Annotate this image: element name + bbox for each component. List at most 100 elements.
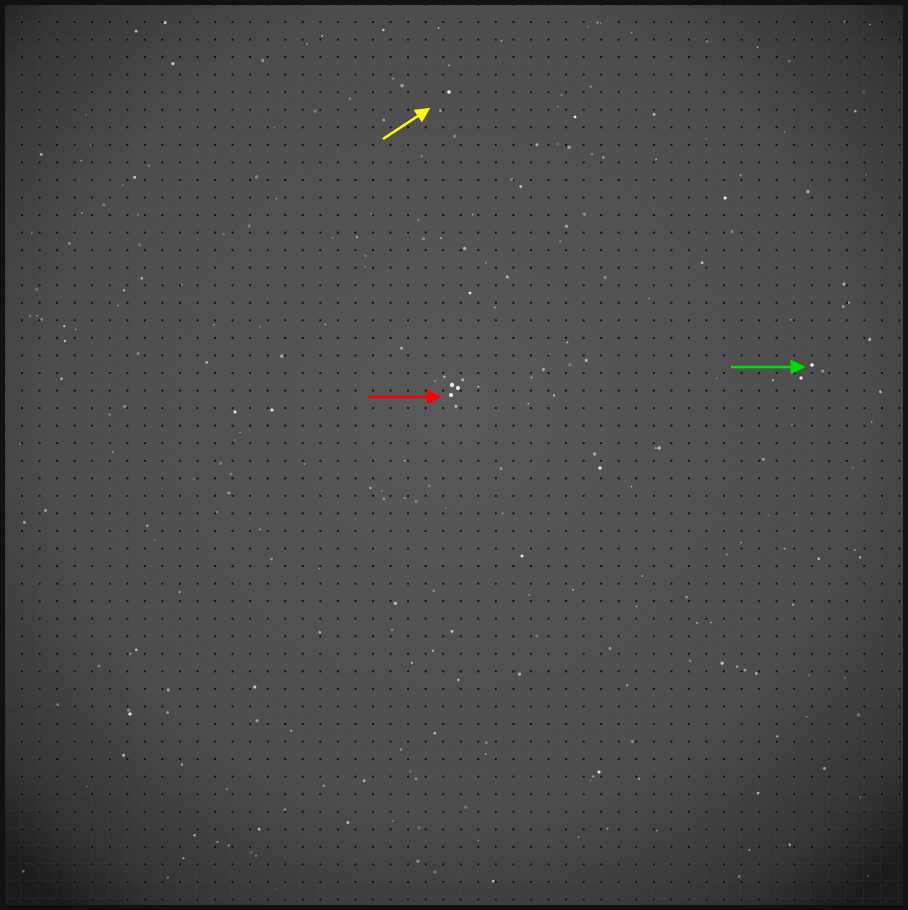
spot: [685, 596, 688, 599]
spot: [854, 549, 856, 551]
micrograph: [0, 0, 908, 910]
spot: [314, 110, 317, 113]
spot: [213, 324, 215, 326]
spot: [275, 888, 277, 890]
spot: [445, 507, 447, 509]
spot: [631, 32, 633, 34]
spot: [432, 650, 434, 652]
spot: [536, 635, 539, 638]
spot: [383, 497, 386, 500]
spot: [549, 353, 551, 355]
spot: [440, 237, 442, 239]
spot: [744, 669, 747, 672]
spot: [433, 870, 436, 873]
spot: [35, 288, 38, 291]
spot: [181, 763, 184, 766]
spot: [568, 363, 571, 366]
spot: [477, 386, 479, 388]
spot: [273, 127, 275, 129]
spot: [60, 377, 63, 380]
spot: [229, 473, 232, 476]
spot: [696, 622, 698, 624]
spot: [863, 91, 866, 94]
spot: [284, 808, 287, 811]
spot: [166, 711, 169, 714]
spot: [36, 315, 38, 317]
spot: [400, 347, 403, 350]
spot: [461, 378, 464, 381]
spot: [472, 214, 474, 216]
spot: [381, 490, 383, 492]
spot: [228, 844, 230, 846]
spot: [857, 713, 860, 716]
spot: [290, 729, 292, 731]
spot: [128, 712, 131, 715]
spot: [433, 732, 436, 735]
spot: [502, 512, 504, 514]
spot: [129, 652, 132, 655]
spot: [598, 466, 601, 469]
spot: [108, 413, 111, 416]
spot: [40, 318, 43, 321]
spot: [521, 555, 524, 558]
spot: [276, 198, 278, 200]
spot: [485, 753, 487, 755]
spot: [868, 338, 871, 341]
spot: [557, 143, 559, 145]
spot: [710, 622, 712, 624]
spot: [631, 740, 634, 743]
spot: [44, 509, 47, 512]
spot: [391, 628, 394, 631]
spot: [370, 213, 372, 215]
spot: [127, 708, 130, 711]
spot: [428, 485, 431, 488]
spot: [434, 380, 436, 382]
spot: [519, 185, 522, 188]
spot: [304, 463, 306, 465]
spot: [755, 672, 758, 675]
spot: [844, 21, 846, 23]
spot: [226, 788, 228, 790]
spot: [567, 146, 570, 149]
spot: [531, 376, 533, 378]
spot: [68, 242, 71, 245]
spot: [701, 261, 704, 264]
spot: [416, 860, 419, 863]
spot: [324, 324, 326, 326]
spot: [806, 716, 808, 718]
spot: [795, 514, 797, 516]
dot-grid: [5, 5, 903, 905]
spot: [641, 575, 643, 577]
spot: [859, 556, 861, 558]
spot: [146, 524, 149, 527]
spot: [80, 160, 82, 162]
spot: [726, 553, 729, 556]
spot: [306, 43, 308, 45]
spot: [863, 268, 865, 270]
spot: [463, 247, 466, 250]
spot: [363, 779, 366, 782]
spot: [418, 826, 421, 829]
spot: [808, 674, 810, 676]
spot: [848, 302, 850, 304]
spot: [485, 262, 487, 264]
spot: [757, 792, 760, 795]
spot: [823, 767, 826, 770]
spot: [414, 500, 417, 503]
spot: [222, 233, 224, 235]
spot: [448, 64, 450, 66]
spot: [166, 52, 168, 54]
spot: [721, 662, 724, 665]
spot: [332, 237, 334, 239]
spot: [346, 821, 349, 824]
spot: [821, 370, 824, 373]
spot: [98, 665, 101, 668]
spot: [865, 174, 867, 176]
spot: [356, 236, 358, 238]
spot: [443, 375, 445, 377]
spot: [382, 119, 385, 122]
spot: [582, 213, 585, 216]
spot: [81, 212, 83, 214]
spot: [137, 214, 139, 216]
spot: [596, 21, 598, 23]
